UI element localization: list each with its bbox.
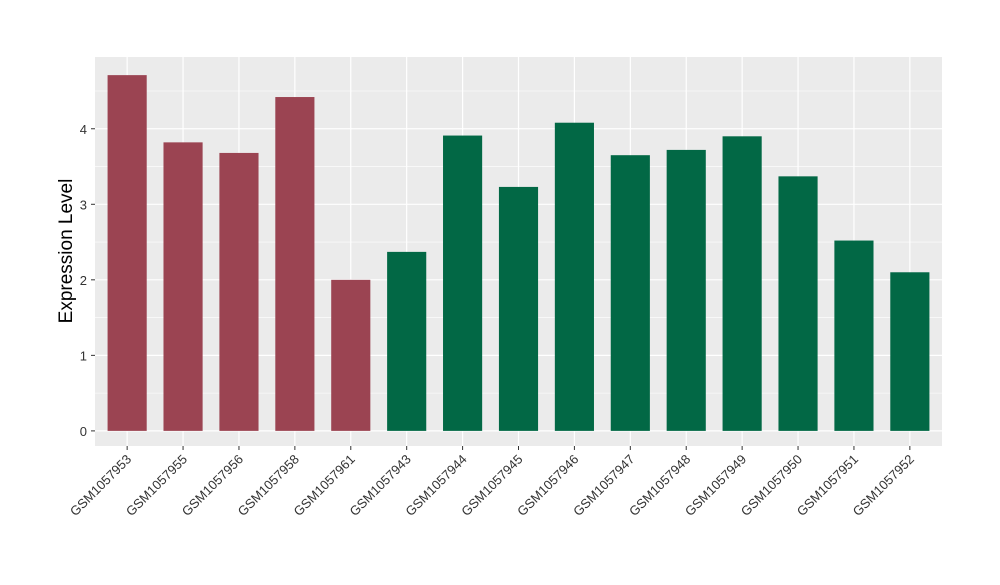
y-tick-label: 4 — [80, 122, 87, 137]
y-tick-label: 3 — [80, 197, 87, 212]
bars — [107, 75, 930, 431]
bar-GSM1057952 — [890, 272, 930, 431]
bar-GSM1057945 — [498, 186, 539, 431]
bar-GSM1057944 — [443, 135, 483, 431]
x-axis: GSM1057953GSM1057955GSM1057956GSM1057958… — [67, 446, 917, 519]
y-tick-label: 0 — [80, 424, 87, 439]
bar-GSM1057950 — [778, 176, 818, 431]
bar-GSM1057951 — [834, 240, 874, 431]
bar-GSM1057953 — [107, 75, 147, 431]
bar-GSM1057948 — [666, 149, 706, 431]
bar-GSM1057955 — [163, 142, 203, 431]
bar-GSM1057961 — [331, 279, 371, 431]
bar-GSM1057958 — [275, 97, 315, 431]
bar-GSM1057943 — [387, 251, 427, 431]
y-axis-label: Expression Level — [56, 179, 77, 324]
bar-GSM1057946 — [554, 122, 594, 431]
bar-GSM1057947 — [610, 155, 650, 431]
y-tick-label: 1 — [80, 348, 87, 363]
bar-GSM1057956 — [219, 152, 259, 431]
bar-GSM1057949 — [722, 136, 762, 431]
y-axis: 0 1 2 3 4 — [80, 122, 95, 439]
y-tick-label: 2 — [80, 273, 87, 288]
